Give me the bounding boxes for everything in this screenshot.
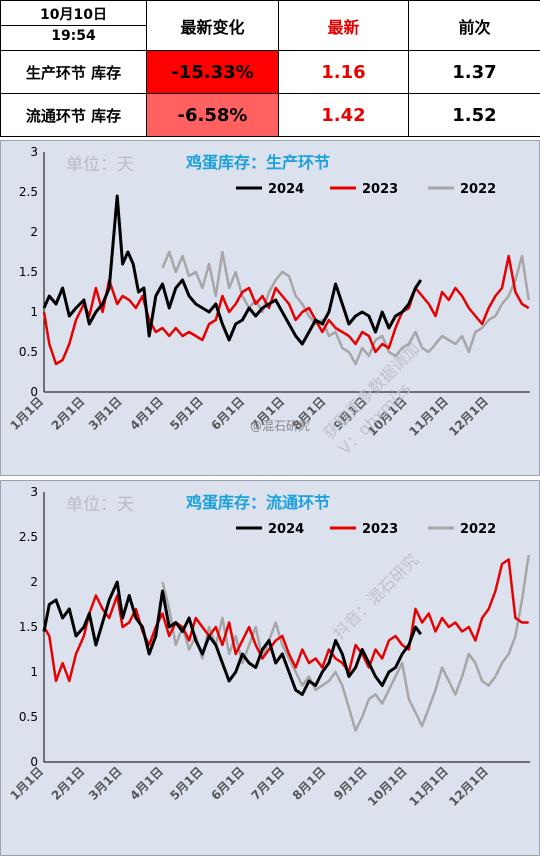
y-tick-label: 2: [30, 575, 38, 589]
series-line-2024: [42, 194, 423, 346]
row-label-production: 生产环节 库存: [0, 50, 147, 94]
legend-label-2023: 2023: [362, 522, 398, 537]
y-tick-label: 1: [30, 305, 38, 319]
y-tick-label: 3: [30, 145, 38, 159]
table-row: 生产环节 库存 -15.33% 1.16 1.37: [0, 50, 540, 94]
y-tick-label: 0.5: [19, 710, 38, 724]
circulation-previous-value: 1.52: [408, 93, 540, 137]
header-latest-change: 最新变化: [146, 0, 279, 51]
circulation-latest-value: 1.42: [278, 93, 409, 137]
y-tick-label: 2: [30, 225, 38, 239]
chart-title: 鸡蛋库存：生产环节: [185, 153, 330, 172]
legend-label-2024: 2024: [268, 522, 304, 537]
series-line-2023: [42, 558, 529, 683]
series-line-2024: [42, 580, 423, 696]
header-latest: 最新: [278, 0, 409, 51]
y-tick-label: 1.5: [19, 265, 38, 279]
series-line-2022: [161, 250, 530, 366]
header-previous: 前次: [408, 0, 540, 51]
date-label: 10月10日: [40, 7, 107, 23]
time-label: 19:54: [51, 28, 96, 44]
row-label-circulation: 流通环节 库存: [0, 93, 147, 137]
legend-label-2022: 2022: [460, 182, 496, 197]
y-tick-label: 1: [30, 665, 38, 679]
datetime-cell: 10月10日 19:54: [0, 0, 147, 51]
y-tick-label: 2.5: [19, 530, 38, 544]
legend-label-2024: 2024: [268, 182, 304, 197]
circulation-change-value: -6.58%: [146, 93, 279, 137]
unit-label: 单位：天: [66, 155, 134, 175]
series-line-2022: [161, 554, 530, 732]
y-tick-label: 3: [30, 485, 38, 499]
production-latest-value: 1.16: [278, 50, 409, 94]
panel-background: [0, 480, 540, 856]
weibo-watermark: @混石研究: [250, 418, 310, 433]
legend-label-2023: 2023: [362, 182, 398, 197]
series-line-2023: [42, 254, 530, 366]
production-change-value: -15.33%: [146, 50, 279, 94]
y-tick-label: 1.5: [19, 620, 38, 634]
y-tick-label: 2.5: [19, 185, 38, 199]
chart-title: 鸡蛋库存：流通环节: [185, 493, 330, 512]
y-tick-label: 0: [30, 755, 38, 769]
production-previous-value: 1.37: [408, 50, 540, 94]
unit-label: 单位：天: [66, 495, 134, 515]
y-tick-label: 0.5: [19, 345, 38, 359]
legend-label-2022: 2022: [460, 522, 496, 537]
y-tick-label: 0: [30, 385, 38, 399]
table-row: 流通环节 库存 -6.58% 1.42 1.52: [0, 93, 540, 137]
summary-table: 10月10日 19:54 最新变化 最新 前次 生产环节 库存 -15.33% …: [0, 0, 540, 137]
